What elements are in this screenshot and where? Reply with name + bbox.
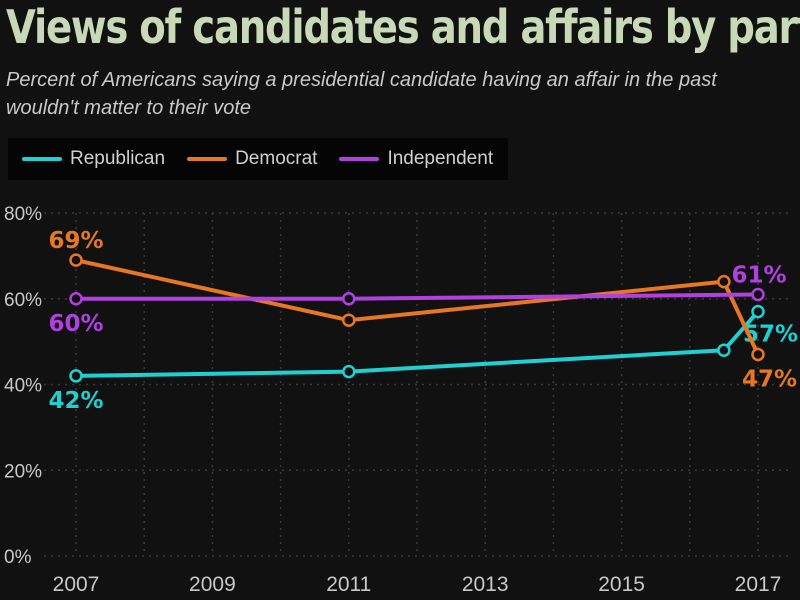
data-point-republican [342, 364, 356, 379]
data-label-democrat: 69% [48, 228, 103, 254]
y-tick-label: 0% [4, 547, 32, 568]
chart-subtitle: Percent of Americans saying a presidenti… [6, 69, 717, 119]
x-tick-label: 2009 [189, 573, 236, 596]
series-line-independent [74, 292, 760, 301]
legend-item-independent: Independent [339, 148, 493, 170]
data-point-republican [69, 369, 83, 383]
series-line-democrat [74, 258, 760, 357]
data-point-republican [751, 304, 765, 319]
x-tick-label: 2011 [326, 573, 371, 596]
y-tick-label: 60% [4, 290, 42, 311]
data-point-independent [751, 287, 765, 302]
x-tick-label: 2015 [598, 573, 645, 596]
legend-label-democrat: Democrat [235, 148, 318, 169]
legend-item-democrat: Democrat [187, 148, 317, 170]
data-point-democrat [751, 347, 765, 362]
y-tick-label: 80% [4, 204, 42, 225]
data-point-democrat [342, 313, 356, 327]
data-point-republican [717, 343, 731, 357]
legend-label-independent: Independent [387, 148, 494, 169]
data-point-independent [342, 292, 356, 306]
data-label-independent: 60% [48, 311, 103, 337]
legend: Republican Democrat Independent [8, 138, 508, 180]
data-label-independent: 61% [731, 262, 786, 288]
legend-swatch-republican [22, 157, 62, 161]
legend-label-republican: Republican [70, 148, 166, 169]
chart-title: Views of candidates and affairs by party [6, 0, 800, 54]
data-label-republican: 42% [48, 388, 103, 414]
y-tick-label: 20% [4, 461, 42, 482]
legend-item-republican: Republican [22, 148, 165, 170]
data-label-democrat: 47% [742, 366, 797, 392]
x-tick-label: 2013 [462, 573, 509, 596]
y-tick-label: 40% [4, 376, 42, 397]
x-tick-label: 2007 [53, 573, 100, 596]
x-tick-label: 2017 [735, 573, 782, 596]
data-point-independent [69, 292, 83, 306]
legend-swatch-democrat [187, 157, 228, 161]
legend-swatch-independent [339, 157, 380, 161]
series-line-republican [74, 309, 760, 378]
data-point-democrat [717, 274, 731, 289]
data-point-democrat [69, 253, 83, 267]
